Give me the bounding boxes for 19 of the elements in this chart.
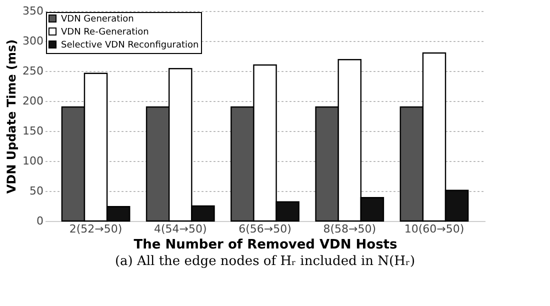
legend-label: VDN Re-Generation: [61, 28, 149, 38]
y-axis-title: VDN Update Time (ms): [4, 39, 19, 194]
legend-label: Selective VDN Reconfiguration: [61, 40, 199, 50]
x-tick-label: 4(54→50): [154, 222, 207, 236]
x-tick-label: 2(52→50): [69, 222, 122, 236]
legend-label: VDN Generation: [61, 14, 134, 24]
y-tick-label: 150: [22, 124, 44, 138]
x-tick-label: 6(56→50): [238, 222, 292, 236]
text: (a) All the edge nodes of Hᵣ included in N(Hᵣ): [114, 254, 416, 269]
y-tick-label: 0: [36, 214, 44, 228]
y-tick-label: 50: [30, 184, 44, 198]
y-tick-label: 300: [22, 34, 44, 48]
y-tick-label: 250: [22, 64, 44, 78]
x-axis-title: The Number of Removed VDN Hosts: [134, 238, 398, 252]
y-tick-label: 200: [22, 94, 44, 108]
x-tick-label: 8(58→50): [323, 222, 376, 236]
y-tick-label: 100: [22, 154, 44, 168]
y-tick-label: 350: [22, 4, 44, 18]
x-tick-label: 10(60→50): [404, 222, 464, 236]
